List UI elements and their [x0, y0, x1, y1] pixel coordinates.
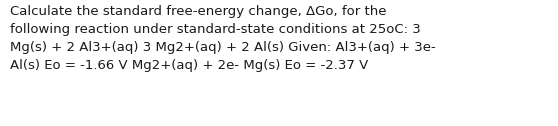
Text: Calculate the standard free-energy change, ΔGo, for the
following reaction under: Calculate the standard free-energy chang… [10, 5, 436, 72]
